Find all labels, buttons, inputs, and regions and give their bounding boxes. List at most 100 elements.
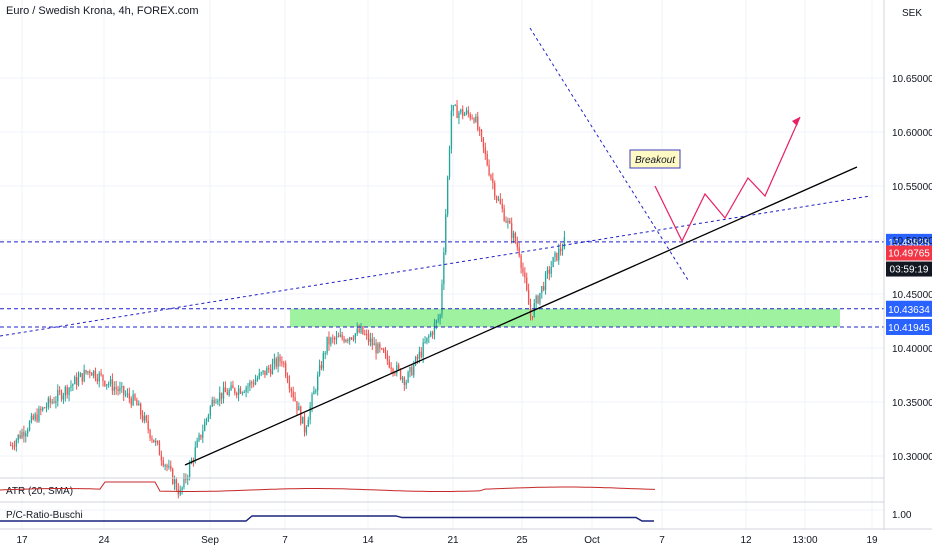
- price-tick-label: 10.30000: [892, 452, 932, 463]
- candle-body: [168, 465, 170, 468]
- candle-body: [337, 336, 340, 338]
- long-dashed-trendline: [0, 195, 871, 337]
- candle-body: [467, 110, 470, 114]
- price-tick-label: 10.65000: [892, 74, 932, 85]
- candle-body: [350, 337, 353, 339]
- candle-body: [396, 365, 398, 374]
- candle-body: [104, 380, 106, 386]
- time-tick-label: Sep: [201, 535, 219, 546]
- candle-body: [375, 343, 377, 354]
- candle-body: [107, 383, 110, 385]
- symbol-title[interactable]: Euro / Swedish Krona, 4h, FOREX.com: [6, 5, 199, 17]
- candle-body: [433, 323, 436, 335]
- candle-body: [130, 398, 132, 406]
- candle-body: [313, 390, 315, 395]
- candle-body: [303, 416, 306, 433]
- candle-body: [512, 233, 515, 238]
- candle-body: [183, 477, 185, 488]
- candle-body: [283, 363, 285, 365]
- candle-body: [42, 407, 44, 411]
- candle-body: [234, 388, 236, 394]
- candle-body: [66, 387, 68, 395]
- candle-body: [23, 431, 25, 437]
- candle-body: [226, 392, 228, 395]
- candle-body: [128, 393, 131, 399]
- candle-body: [367, 334, 370, 342]
- candle-body: [403, 377, 405, 385]
- price-tick-label: 10.50000: [892, 236, 932, 247]
- candle-body: [456, 105, 458, 119]
- rising-trendline: [184, 166, 858, 466]
- candle-body: [288, 381, 291, 389]
- candle-body: [162, 460, 164, 466]
- time-tick-label: 17: [16, 535, 28, 546]
- candle-body: [111, 379, 114, 391]
- candle-body: [85, 370, 87, 373]
- candle-body: [435, 320, 437, 324]
- candle-body: [546, 269, 549, 274]
- candle-body: [89, 371, 91, 374]
- candle-body: [446, 177, 449, 215]
- candle-body: [217, 400, 219, 403]
- candle-body: [537, 296, 539, 304]
- candle-body: [509, 220, 511, 224]
- candle-body: [377, 343, 379, 354]
- pc-ratio-value-label: 1.00: [892, 510, 912, 521]
- candle-body: [13, 446, 16, 448]
- candle-body: [424, 342, 426, 344]
- candle-body: [222, 387, 225, 399]
- candle-body: [153, 439, 155, 443]
- candle-body: [49, 398, 51, 403]
- candle-body: [416, 356, 419, 359]
- candle-body: [209, 406, 211, 416]
- candle-body: [241, 392, 244, 394]
- candle-body: [281, 361, 283, 364]
- candle-body: [516, 242, 518, 248]
- candle-body: [522, 267, 524, 273]
- candle-body: [462, 109, 464, 116]
- candle-body: [526, 277, 528, 291]
- candle-body: [507, 220, 509, 223]
- candle-body: [527, 290, 530, 305]
- candle-body: [405, 382, 407, 385]
- candle-body: [445, 214, 447, 253]
- candle-body: [301, 416, 304, 424]
- time-tick-label: 21: [447, 535, 459, 546]
- falling-dashed-trendline: [529, 27, 689, 281]
- candle-body: [117, 389, 119, 391]
- candle-body: [230, 385, 232, 391]
- candle-body: [326, 336, 328, 354]
- candle-body: [26, 430, 29, 434]
- time-tick-label: 7: [282, 535, 288, 546]
- candle-body: [172, 468, 174, 484]
- candle-body: [550, 267, 552, 274]
- candle-body: [75, 377, 78, 386]
- candle-body: [335, 336, 338, 340]
- time-tick-label: 25: [516, 535, 528, 546]
- candle-body: [30, 415, 33, 422]
- candle-body: [141, 414, 144, 421]
- candle-body: [236, 393, 238, 396]
- candle-body: [339, 334, 341, 337]
- candle-body: [213, 399, 215, 404]
- candle-body: [254, 380, 257, 385]
- candle-body: [60, 391, 63, 400]
- candle-body: [94, 370, 97, 379]
- candle-body: [430, 332, 432, 337]
- candle-body: [529, 304, 532, 317]
- candle-body: [328, 336, 330, 345]
- candle-body: [72, 384, 74, 386]
- candle-body: [541, 286, 543, 293]
- candle-body: [247, 386, 249, 388]
- level-price-label: 10.41945: [888, 323, 930, 334]
- candle-body: [480, 129, 483, 138]
- candle-body: [360, 326, 362, 333]
- candle-body: [407, 371, 409, 383]
- candle-body: [269, 369, 272, 375]
- time-tick-label: 24: [98, 535, 110, 546]
- candle-body: [333, 338, 336, 340]
- candle-body: [25, 433, 27, 437]
- candle-body: [300, 406, 302, 424]
